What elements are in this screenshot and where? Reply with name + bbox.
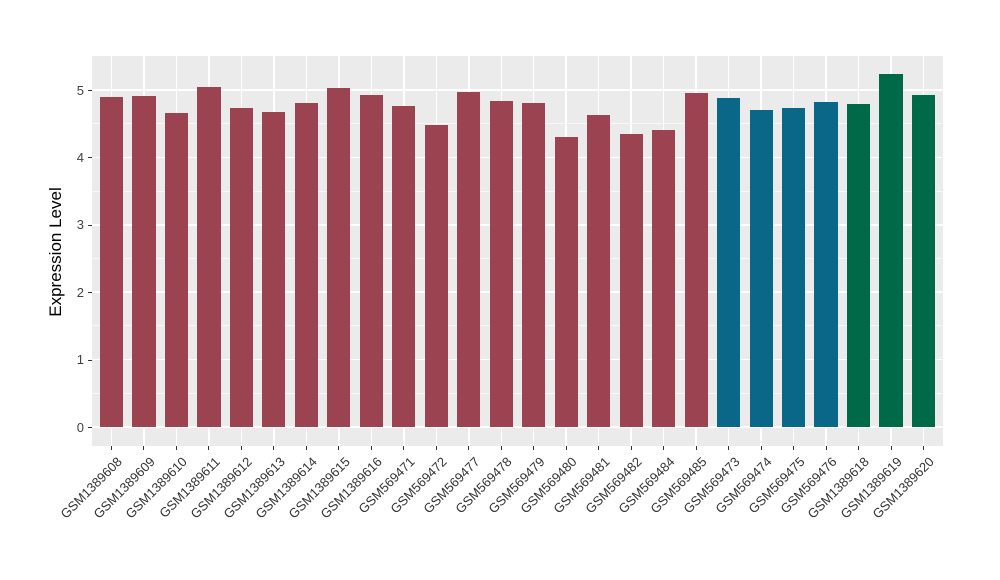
x-tick-mark	[273, 446, 275, 450]
y-tick-label: 1	[76, 352, 84, 368]
bar-GSM569481	[587, 114, 611, 427]
y-tick-label: 4	[76, 149, 84, 165]
y-axis-title: Expression Level	[46, 187, 65, 317]
bar-GSM569484	[652, 129, 676, 427]
x-tick-mark	[630, 446, 632, 450]
bar-GSM1389614	[294, 103, 318, 427]
bar-GSM569472	[424, 125, 448, 427]
y-tick-label: 0	[76, 419, 84, 435]
bar-GSM569476	[814, 102, 838, 427]
bar-GSM1389613	[262, 112, 286, 427]
x-tick-mark	[663, 446, 665, 450]
gridline-major-y	[92, 89, 943, 91]
x-tick-mark	[208, 446, 210, 450]
x-tick-mark	[338, 446, 340, 450]
gridline-major-y	[92, 358, 943, 361]
bar-GSM569473	[717, 98, 741, 427]
x-tick-mark	[923, 446, 924, 450]
gridline-minor-y	[92, 190, 943, 192]
gridline-minor-y	[92, 258, 943, 259]
y-tick-mark	[88, 90, 92, 91]
x-tick-mark	[695, 446, 697, 450]
gridline-major-y	[92, 224, 943, 226]
bar-GSM1389619	[879, 73, 903, 427]
x-tick-mark	[760, 446, 762, 450]
bar-GSM1389616	[359, 95, 383, 427]
gridline-minor-y	[92, 325, 943, 327]
y-tick-mark	[88, 157, 92, 159]
bar-GSM569478	[489, 100, 513, 427]
bar-GSM1389611	[197, 87, 221, 427]
y-tick-label: 3	[76, 217, 84, 233]
x-tick-mark	[175, 446, 177, 450]
bar-GSM569471	[392, 106, 416, 427]
x-tick-mark	[533, 446, 535, 450]
x-tick-mark	[240, 446, 242, 450]
y-tick-mark	[88, 292, 92, 294]
x-tick-mark	[890, 446, 892, 450]
bar-GSM1389620	[911, 94, 936, 427]
y-tick-label: 5	[76, 82, 84, 98]
bar-GSM1389609	[132, 96, 156, 427]
x-tick-mark	[468, 446, 470, 450]
bar-GSM1389615	[327, 87, 351, 427]
y-tick-mark	[88, 224, 92, 226]
bar-GSM1389610	[164, 112, 189, 427]
x-tick-mark	[598, 446, 600, 450]
bar-GSM569477	[457, 92, 481, 427]
bar-GSM569475	[781, 107, 806, 427]
x-tick-mark	[858, 446, 860, 450]
gridline-major-y	[92, 156, 943, 159]
bar-GSM1389618	[846, 104, 871, 427]
gridline-major-y	[92, 291, 943, 293]
x-tick-mark	[403, 446, 405, 450]
x-tick-mark	[500, 446, 502, 450]
gridline-minor-y	[92, 123, 943, 125]
y-tick-mark	[88, 359, 92, 361]
x-tick-mark	[728, 446, 730, 450]
plot-panel	[92, 56, 943, 446]
gridline-major-y	[92, 426, 943, 428]
gridline-minor-y	[92, 392, 943, 394]
x-tick-mark	[111, 446, 112, 450]
x-tick-mark	[370, 446, 372, 450]
x-tick-mark	[435, 446, 437, 450]
x-tick-mark	[305, 446, 307, 450]
bar-GSM1389612	[229, 107, 253, 427]
y-tick-mark	[88, 427, 92, 428]
x-tick-mark	[825, 446, 827, 450]
y-tick-label: 2	[76, 284, 84, 300]
bar-GSM569479	[522, 103, 546, 427]
bar-GSM569474	[749, 110, 773, 427]
bar-GSM569485	[684, 93, 708, 427]
x-tick-mark	[565, 446, 567, 450]
bar-GSM1389608	[99, 97, 124, 427]
bar-GSM569482	[619, 134, 643, 427]
x-tick-mark	[143, 446, 145, 450]
x-tick-mark	[793, 446, 795, 450]
bar-GSM569480	[554, 136, 578, 427]
